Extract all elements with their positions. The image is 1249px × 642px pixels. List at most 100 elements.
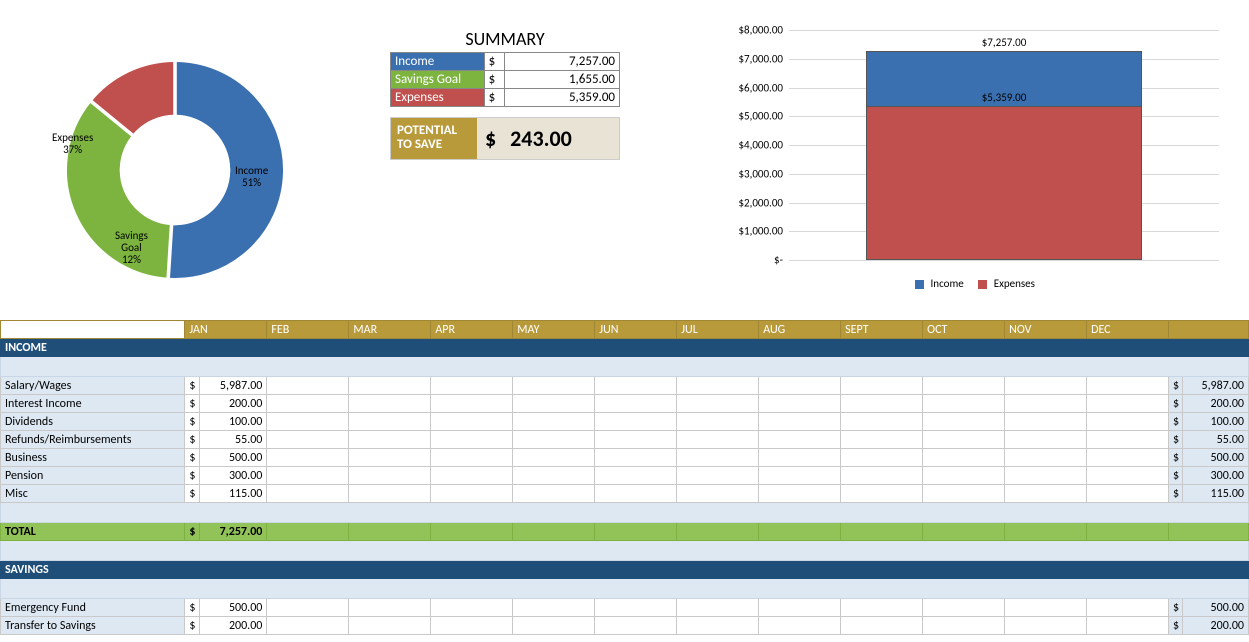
cell[interactable] [759,377,841,395]
month-header-cell[interactable]: APR [431,321,513,339]
cell[interactable] [513,377,595,395]
cell[interactable] [841,413,923,431]
month-header-cell[interactable]: JUN [595,321,677,339]
cell[interactable] [759,449,841,467]
cell[interactable] [1005,395,1087,413]
cell-currency[interactable]: $ [185,431,199,449]
cell[interactable] [349,467,431,485]
month-header-cell[interactable]: OCT [923,321,1005,339]
cell[interactable] [513,485,595,503]
cell[interactable] [431,413,513,431]
cell[interactable] [513,431,595,449]
cell[interactable] [513,467,595,485]
cell[interactable] [431,431,513,449]
cell[interactable] [677,467,759,485]
cell[interactable] [431,377,513,395]
cell[interactable] [759,431,841,449]
cell[interactable] [267,485,349,503]
cell[interactable] [841,449,923,467]
cell[interactable] [1087,449,1169,467]
month-header-cell[interactable]: JUL [677,321,759,339]
cell[interactable] [595,413,677,431]
cell[interactable] [349,395,431,413]
cell[interactable] [759,467,841,485]
cell[interactable] [1087,413,1169,431]
cell[interactable] [1005,599,1087,617]
cell[interactable] [759,617,841,635]
cell-amount[interactable]: 500.00 [199,449,267,467]
cell[interactable] [431,599,513,617]
cell[interactable] [1087,395,1169,413]
cell[interactable] [595,449,677,467]
cell-amount[interactable]: 100.00 [199,413,267,431]
cell[interactable] [841,395,923,413]
cell[interactable] [1087,599,1169,617]
cell-amount[interactable]: 115.00 [199,485,267,503]
cell-currency[interactable]: $ [185,413,199,431]
cell[interactable] [349,617,431,635]
cell[interactable] [431,467,513,485]
cell[interactable] [1087,431,1169,449]
cell[interactable] [431,449,513,467]
cell[interactable] [1005,485,1087,503]
cell[interactable] [267,431,349,449]
cell[interactable] [923,395,1005,413]
month-header-cell[interactable]: MAR [349,321,431,339]
cell[interactable] [1005,413,1087,431]
cell[interactable] [1005,431,1087,449]
cell[interactable] [349,431,431,449]
month-header-cell[interactable]: NOV [1005,321,1087,339]
cell[interactable] [431,395,513,413]
cell[interactable] [1087,617,1169,635]
cell[interactable] [841,377,923,395]
cell[interactable] [923,485,1005,503]
cell[interactable] [923,449,1005,467]
cell[interactable] [595,599,677,617]
month-header-cell[interactable]: AUG [759,321,841,339]
cell-amount[interactable]: 300.00 [199,467,267,485]
month-header-cell[interactable]: DEC [1087,321,1169,339]
cell[interactable] [923,617,1005,635]
cell[interactable] [513,617,595,635]
cell-currency[interactable]: $ [185,599,199,617]
cell[interactable] [1005,377,1087,395]
cell[interactable] [1087,485,1169,503]
cell[interactable] [595,617,677,635]
cell[interactable] [841,485,923,503]
cell[interactable] [677,377,759,395]
cell-currency[interactable]: $ [185,395,199,413]
cell[interactable] [431,617,513,635]
cell[interactable] [677,449,759,467]
cell[interactable] [1005,467,1087,485]
cell[interactable] [349,449,431,467]
cell[interactable] [267,413,349,431]
cell[interactable] [349,413,431,431]
cell[interactable] [513,395,595,413]
cell[interactable] [267,617,349,635]
cell-currency[interactable]: $ [185,617,199,635]
cell[interactable] [595,485,677,503]
cell[interactable] [759,485,841,503]
cell[interactable] [1005,449,1087,467]
cell[interactable] [267,377,349,395]
cell[interactable] [1087,377,1169,395]
cell[interactable] [1005,617,1087,635]
cell-amount[interactable]: 500.00 [199,599,267,617]
cell[interactable] [923,413,1005,431]
cell[interactable] [513,413,595,431]
cell[interactable] [841,599,923,617]
month-header-cell[interactable]: MAY [513,321,595,339]
cell[interactable] [759,413,841,431]
cell[interactable] [841,431,923,449]
cell[interactable] [1087,467,1169,485]
month-header-cell[interactable]: JAN [185,321,267,339]
cell-currency[interactable]: $ [185,377,199,395]
month-header-cell[interactable]: FEB [267,321,349,339]
cell[interactable] [595,377,677,395]
cell[interactable] [677,485,759,503]
cell-currency[interactable]: $ [185,449,199,467]
cell-amount[interactable]: 200.00 [199,617,267,635]
cell[interactable] [595,431,677,449]
cell[interactable] [267,599,349,617]
cell-amount[interactable]: 5,987.00 [199,377,267,395]
